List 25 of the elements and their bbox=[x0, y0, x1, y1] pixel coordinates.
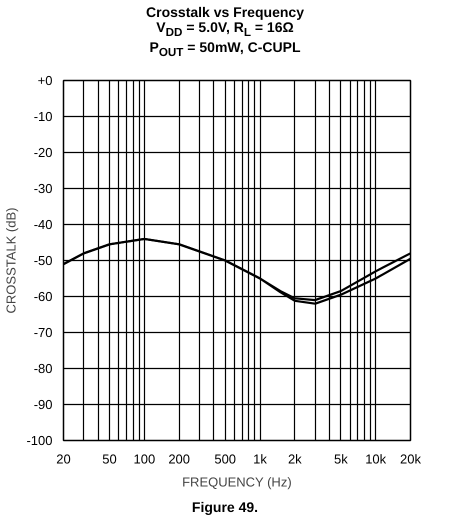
x-axis-title: FREQUENCY (Hz) bbox=[182, 474, 292, 490]
x-tick-label: 2k bbox=[288, 452, 302, 466]
x-tick-label: 10k bbox=[365, 452, 387, 466]
y-tick-label: -10 bbox=[34, 109, 53, 124]
x-tick-label: 1k bbox=[253, 452, 268, 466]
x-tick-label: 50 bbox=[102, 452, 117, 466]
y-axis-title: CROSSTALK (dB) bbox=[3, 208, 18, 314]
y-tick-label: -100 bbox=[26, 433, 53, 448]
y-tick-label: -90 bbox=[34, 397, 53, 412]
x-tick-label: 200 bbox=[168, 452, 190, 466]
x-tick-label: 100 bbox=[134, 452, 156, 466]
x-tick-label: 500 bbox=[214, 452, 236, 466]
caption: Figure 49. bbox=[192, 498, 258, 517]
y-tick-label: -20 bbox=[34, 145, 53, 160]
x-tick-label: 5k bbox=[334, 452, 348, 466]
y-tick-label: +0 bbox=[38, 73, 53, 88]
y-tick-label: -40 bbox=[34, 217, 53, 232]
x-tick-label: 20 bbox=[56, 452, 71, 466]
y-tick-label: -80 bbox=[34, 361, 53, 376]
y-tick-label: -70 bbox=[34, 325, 53, 340]
x-tick-label: 20k bbox=[400, 452, 422, 466]
chart-title: Crosstalk vs Frequency V$_{DD}$ = 5.0V, R$_{L}$ = 16Ω P$_{OUT}$ = 50mW, C-CUPL bbox=[146, 4, 304, 59]
y-tick-label: -60 bbox=[34, 289, 53, 304]
y-tick-label: -30 bbox=[34, 181, 53, 196]
y-tick-label: -50 bbox=[34, 253, 53, 268]
